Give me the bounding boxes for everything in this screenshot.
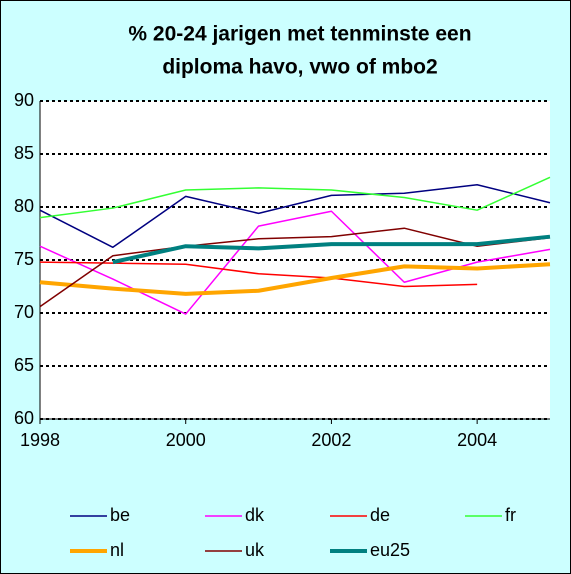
chart-title: % 20-24 jarigen met tenminste een bbox=[128, 23, 471, 46]
x-tick-label: 1998 bbox=[20, 430, 60, 450]
x-tick-label: 2002 bbox=[311, 430, 351, 450]
y-tick-label: 65 bbox=[14, 355, 34, 375]
x-tick-label: 2004 bbox=[457, 430, 497, 450]
series-line bbox=[39, 261, 478, 288]
legend-label: de bbox=[370, 505, 390, 525]
series-line bbox=[39, 210, 551, 315]
legend-label: eu25 bbox=[370, 540, 410, 560]
y-tick-label: 75 bbox=[14, 249, 34, 269]
y-tick-label: 85 bbox=[14, 143, 34, 163]
legend-label: nl bbox=[110, 540, 124, 560]
series-line bbox=[112, 234, 551, 265]
legend-label: dk bbox=[245, 505, 265, 525]
legend-label: fr bbox=[505, 505, 516, 525]
legend-label: uk bbox=[245, 540, 265, 560]
y-tick-label: 80 bbox=[14, 196, 34, 216]
series-line bbox=[39, 176, 551, 219]
y-tick-label: 60 bbox=[14, 408, 34, 428]
y-tick-label: 90 bbox=[14, 90, 34, 110]
series-line bbox=[39, 183, 551, 249]
series-line bbox=[39, 262, 551, 296]
y-tick-label: 70 bbox=[14, 302, 34, 322]
chart-title: diploma havo, vwo of mbo2 bbox=[162, 56, 437, 79]
legend-label: be bbox=[110, 505, 130, 525]
x-tick-label: 2000 bbox=[166, 430, 206, 450]
